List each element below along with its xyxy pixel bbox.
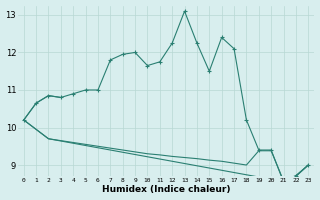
X-axis label: Humidex (Indice chaleur): Humidex (Indice chaleur) [102,185,230,194]
